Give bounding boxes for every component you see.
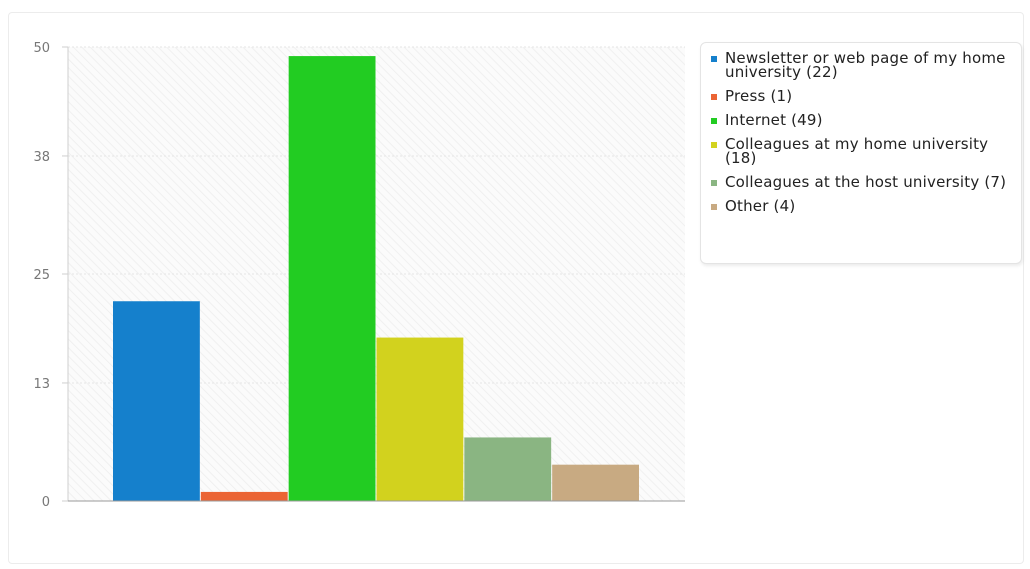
bar-1[interactable] [200, 491, 288, 501]
y-tick-label: 13 [33, 377, 50, 392]
legend-label: Press (1) [725, 87, 793, 105]
legend-item[interactable]: Press (1) [711, 87, 1013, 105]
bar-2[interactable] [288, 56, 376, 502]
legend-swatch [711, 204, 717, 210]
legend-swatch [711, 118, 717, 124]
legend-item[interactable]: Colleagues at the host university (7) [711, 173, 1013, 191]
legend-swatch [711, 94, 717, 100]
bars [113, 56, 639, 502]
legend-label: Colleagues at my home university (18) [725, 135, 989, 167]
y-tick-label: 25 [33, 268, 50, 283]
bar-3[interactable] [376, 337, 464, 501]
legend-item[interactable]: Newsletter or web page of my home univer… [711, 49, 1013, 81]
legend-label: Newsletter or web page of my home univer… [725, 49, 1006, 81]
legend-item[interactable]: Other (4) [711, 197, 1013, 215]
legend-item[interactable]: Colleagues at my home university (18) [711, 135, 1013, 167]
bar-0[interactable] [113, 301, 200, 501]
legend-swatch [711, 180, 717, 186]
legend-item[interactable]: Internet (49) [711, 111, 1013, 129]
y-tick-label: 38 [33, 150, 50, 165]
legend-swatch [711, 142, 717, 148]
y-tick-label: 0 [42, 495, 50, 510]
legend-label: Internet (49) [725, 111, 823, 129]
legend-label: Colleagues at the host university (7) [725, 173, 1007, 191]
y-tick-label: 50 [33, 41, 50, 56]
bar-5[interactable] [552, 464, 639, 501]
legend-label: Other (4) [725, 197, 796, 215]
chart-legend: Newsletter or web page of my home univer… [700, 42, 1022, 264]
bar-4[interactable] [464, 437, 552, 501]
y-axis-ticks: 0 13 25 38 50 [33, 41, 68, 510]
legend-swatch [711, 56, 717, 62]
